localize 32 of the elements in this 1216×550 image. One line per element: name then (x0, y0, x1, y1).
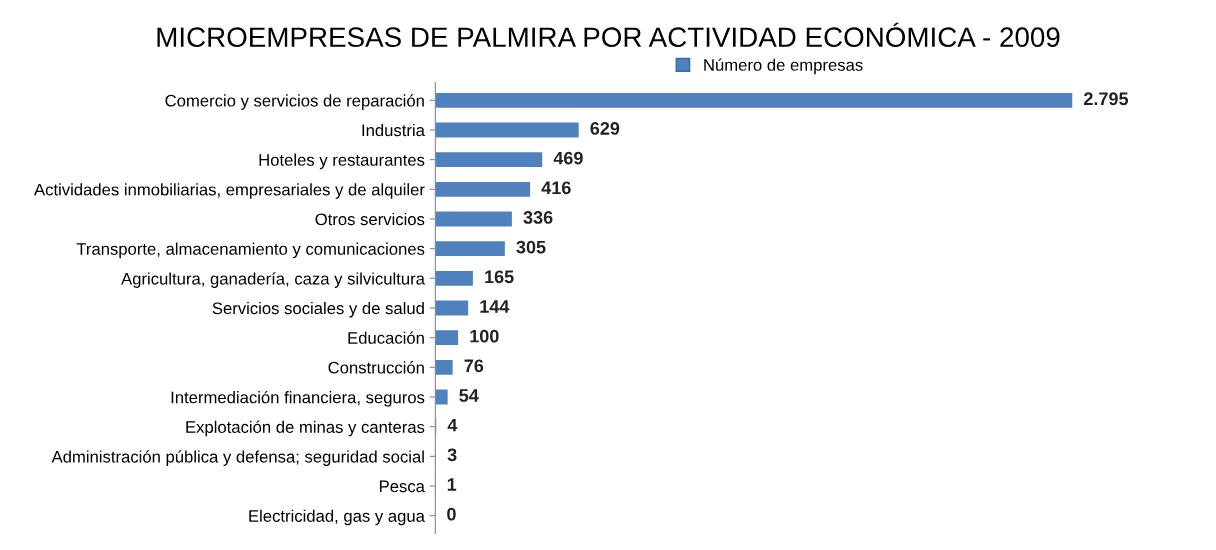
data-label: 1 (447, 478, 457, 491)
data-label: 100 (470, 329, 499, 343)
data-label: 54 (459, 389, 479, 402)
y-tick-label: Industria (362, 123, 425, 137)
y-tick-label: Educación (348, 331, 424, 344)
y-tick-label: Actividades inmobiliarias, empresariales y de alquiler (34, 183, 425, 199)
y-tick-label: Explotación de minas y canteras (186, 420, 425, 437)
data-label: 3 (447, 448, 457, 462)
y-tick-label: Hoteles y restaurantes (259, 153, 425, 170)
y-tick-label: Pesca (379, 480, 425, 493)
data-label: 165 (485, 270, 514, 284)
y-tick-label: Otros servicios (315, 212, 425, 226)
y-tick-label: Intermediación financiera, seguros (171, 390, 425, 407)
data-label: 4 (447, 418, 458, 432)
y-tick-label: Comercio y servicios de reparación (165, 94, 424, 110)
y-tick-label: Construcción (328, 361, 424, 374)
y-tick-label: Transporte, almacenamiento y comunicaciones (76, 242, 425, 259)
data-label: 629 (590, 122, 620, 135)
data-label: 76 (464, 359, 484, 373)
data-label: 469 (553, 151, 583, 165)
data-label: 144 (480, 300, 510, 313)
data-label: 416 (541, 181, 571, 195)
legend-label: Número de empresas (704, 58, 863, 75)
chart-title: MICROEMPRESAS DE PALMIRA POR ACTIVIDAD ECONÓMICA - 2009 (157, 22, 1060, 48)
data-label: 336 (523, 211, 553, 224)
y-tick-label: Electricidad, gas y agua (249, 509, 425, 526)
data-label: 305 (516, 240, 546, 254)
data-label: 2.795 (1084, 92, 1129, 106)
y-tick-label: Servicios sociales y de salud (212, 301, 424, 318)
y-tick-label: Agricultura, ganadería, caza y silvicultura (121, 272, 425, 288)
y-tick-label: Administración pública y defensa; seguridad social (51, 450, 424, 466)
data-label: 0 (447, 507, 456, 521)
